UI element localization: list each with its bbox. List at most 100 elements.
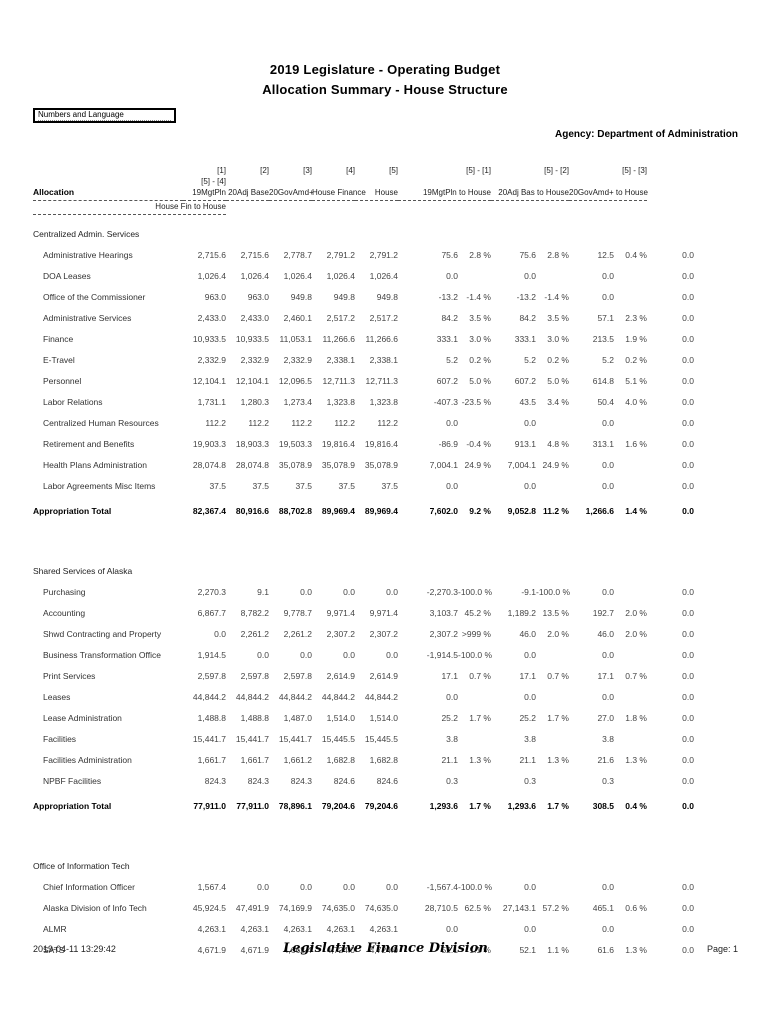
cell-diff-value: 0.0: [682, 608, 694, 618]
cell-value: 37.5: [338, 481, 355, 491]
cell-diff-value: 0.3: [446, 776, 458, 786]
cell-diff-value: 0.0: [602, 271, 614, 281]
cell-diff-percent: 2.0 %: [625, 629, 647, 639]
cell-diff-value: 0.0: [682, 671, 694, 681]
cell-value: 19,903.3: [192, 439, 226, 449]
cell-diff-value: 5.2: [524, 355, 536, 365]
cell-diff-value: 0.0: [682, 734, 694, 744]
cell-value: 1,488.8: [197, 713, 226, 723]
cell-diff-value: -2,270.3: [426, 587, 458, 597]
cell-value: 1,026.4: [369, 271, 398, 281]
cell-diff-percent: 0.4 %: [625, 800, 647, 811]
cell-diff-value: 27,143.1: [502, 903, 536, 913]
cell-diff-value: 614.8: [592, 376, 614, 386]
cell-value: 0.0: [257, 882, 269, 892]
cell-value: 0.0: [386, 650, 398, 660]
cell-diff-value: 3,103.7: [429, 608, 458, 618]
cell-diff-percent: 24.9 %: [542, 460, 569, 470]
cell-diff-value: 607.2: [436, 376, 458, 386]
cell-diff-percent: 13.5 %: [542, 608, 569, 618]
cell-value: 2,332.9: [197, 355, 226, 365]
cell-value: 2,307.2: [369, 629, 398, 639]
cell-value: 2,332.9: [240, 355, 269, 365]
cell-value: 2,307.2: [326, 629, 355, 639]
cell-diff-percent: 1.8 %: [625, 713, 647, 723]
cell-value: 1,682.8: [326, 755, 355, 765]
cell-value: 79,204.6: [321, 800, 355, 811]
row-label: Business Transformation Office: [43, 650, 161, 660]
cell-diff-percent: 1.3 %: [469, 755, 491, 765]
row-label: Leases: [43, 692, 71, 702]
cell-value: 0.0: [257, 650, 269, 660]
cell-value: 88,702.8: [278, 505, 312, 516]
cell-diff-value: 21.1: [441, 755, 458, 765]
cell-value: 15,441.7: [278, 734, 312, 744]
cell-value: 9,778.7: [283, 608, 312, 618]
cell-diff-value: 75.6: [519, 250, 536, 260]
cell-value: 949.8: [376, 292, 398, 302]
cell-value: 1,026.4: [326, 271, 355, 281]
page-footer: 2019-04-11 13:29:42 Legislative Finance …: [33, 941, 738, 961]
cell-value: 824.3: [204, 776, 226, 786]
cell-diff-value: 57.1: [597, 313, 614, 323]
cell-diff-percent: -100.0 %: [458, 587, 493, 597]
cell-diff-percent: 1.3 %: [625, 755, 647, 765]
cell-diff-value: 1,293.6: [429, 800, 458, 811]
cell-diff-value: 0.0: [446, 481, 458, 491]
cell-diff-value: 7,004.1: [429, 460, 458, 470]
cell-diff-percent: 3.5 %: [547, 313, 569, 323]
cell-diff-value: 0.0: [524, 692, 536, 702]
cell-value: 1,661.7: [240, 755, 269, 765]
cell-value: 4,263.1: [326, 924, 355, 934]
cell-value: 112.2: [205, 418, 226, 428]
cell-diff-value: 0.0: [602, 418, 614, 428]
cell-value: 0.0: [300, 882, 312, 892]
cell-diff-value: 7,602.0: [429, 505, 458, 516]
col-label: House Finance: [312, 187, 366, 201]
cell-diff-percent: 2.8 %: [547, 250, 569, 260]
cell-diff-value: 0.0: [682, 587, 694, 597]
cell-diff-value: 0.0: [524, 271, 536, 281]
cell-value: 1,323.8: [326, 397, 355, 407]
cell-diff-value: 28,710.5: [424, 903, 458, 913]
cell-value: 35,078.9: [364, 460, 398, 470]
cell-diff-value: 0.0: [682, 292, 694, 302]
cell-value: 1,026.4: [197, 271, 226, 281]
cell-diff-percent: 45.2 %: [464, 608, 491, 618]
row-label: Facilities: [43, 734, 77, 744]
row-label: Labor Relations: [43, 397, 103, 407]
cell-diff-value: 25.2: [441, 713, 458, 723]
cell-value: 10,933.5: [192, 334, 226, 344]
cell-value: 2,614.9: [326, 671, 355, 681]
cell-diff-value: -9.1: [521, 587, 536, 597]
cell-diff-percent: 0.4 %: [625, 250, 647, 260]
cell-diff-value: 1,189.2: [507, 608, 536, 618]
cell-value: 78,896.1: [278, 800, 312, 811]
row-label: Labor Agreements Misc Items: [43, 481, 156, 491]
cell-value: 12,711.3: [322, 376, 355, 386]
cell-value: 1,682.8: [369, 755, 398, 765]
cell-diff-percent: 3.5 %: [469, 313, 491, 323]
cell-value: 89,969.4: [321, 505, 355, 516]
row-label: E-Travel: [43, 355, 75, 365]
cell-diff-percent: 3.4 %: [547, 397, 569, 407]
cell-value: 19,816.4: [321, 439, 355, 449]
cell-diff-percent: 1.3 %: [547, 755, 569, 765]
cell-diff-percent: 0.7 %: [625, 671, 647, 681]
row-label: Accounting: [43, 608, 86, 618]
cell-diff-value: 21.1: [519, 755, 536, 765]
cell-value: 1,661.2: [283, 755, 312, 765]
cell-diff-value: 0.0: [524, 650, 536, 660]
diff-col-label: 20GovAmd+ to House: [569, 187, 648, 201]
row-label: Chief Information Officer: [43, 882, 135, 892]
cell-value: 1,026.4: [240, 271, 269, 281]
cell-value: 74,169.9: [278, 903, 312, 913]
cell-diff-percent: 2.0 %: [547, 629, 569, 639]
cell-value: 824.3: [290, 776, 312, 786]
numbers-and-language-tab[interactable]: Numbers and Language: [33, 108, 176, 123]
cell-diff-value: 43.5: [519, 397, 536, 407]
cell-diff-percent: -100.0 %: [536, 587, 571, 597]
allocation-table: [1] [2] [3] [4] [5] [5] - [1] [5] - [2] [5] - […: [33, 165, 739, 961]
cell-value: 35,078.9: [278, 460, 312, 470]
